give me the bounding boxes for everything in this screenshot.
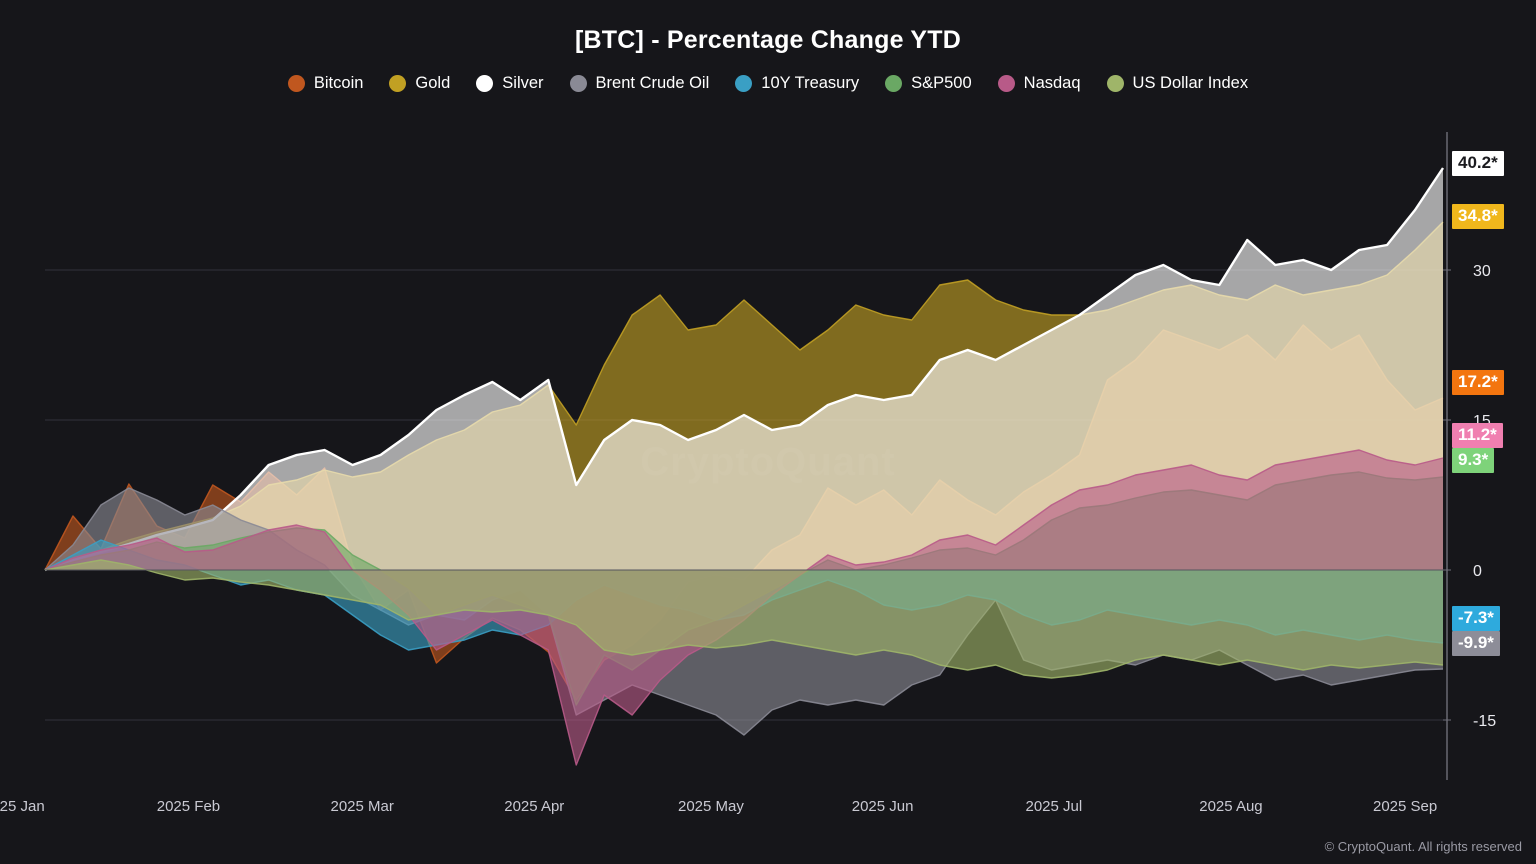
legend-item-bitcoin[interactable]: Bitcoin	[287, 74, 364, 93]
series-line	[44, 559, 1444, 679]
page-title: [BTC] - Percentage Change YTD	[575, 26, 961, 54]
legend-item-gold[interactable]: Gold	[389, 74, 450, 93]
value-badge-brent-crude-oil: -9.9*	[1452, 631, 1500, 656]
legend-item-10y-treasury[interactable]: 10Y Treasury	[735, 74, 859, 93]
legend-swatch-icon	[287, 75, 305, 92]
x-tick-label: 2025 May	[678, 798, 744, 815]
y-tick-label: 30	[1473, 263, 1491, 280]
value-badge-bitcoin: 17.2*	[1452, 370, 1504, 395]
legend-item-brent-crude-oil[interactable]: Brent Crude Oil	[569, 74, 710, 93]
x-tick-label: 2025 Aug	[1199, 798, 1263, 815]
x-tick-label: 2025 Sep	[1373, 798, 1438, 815]
legend-swatch-icon	[885, 75, 903, 92]
legend-swatch-icon	[389, 75, 407, 92]
legend-item-label: US Dollar Index	[1132, 74, 1249, 92]
legend-swatch-icon	[997, 75, 1015, 92]
value-badge-s-p500: 9.3*	[1452, 448, 1495, 473]
x-tick-label: 2025 Jun	[851, 798, 914, 815]
value-badge-nasdaq: 11.2*	[1452, 423, 1503, 448]
legend-item-us-dollar-index[interactable]: US Dollar Index	[1106, 74, 1249, 93]
x-tick-label: 2025 Jul	[1025, 798, 1083, 815]
copyright-notice: © CryptoQuant. All rights reserved	[1324, 839, 1522, 854]
legend-swatch-icon	[476, 75, 494, 92]
legend-item-label: Brent Crude Oil	[595, 74, 710, 92]
x-tick-label: 2025 Apr	[504, 798, 565, 815]
series-silver	[44, 167, 1444, 572]
legend-item-label: Nasdaq	[1023, 74, 1081, 92]
legend-item-s-p500[interactable]: S&P500	[885, 74, 972, 93]
value-badge-silver: 40.2*	[1452, 151, 1504, 176]
legend-item-label: Bitcoin	[313, 74, 364, 92]
value-badge-gold: 34.8*	[1452, 204, 1504, 229]
legend-swatch-icon	[1106, 75, 1124, 92]
chart-legend: Bitcoin Gold Silver Brent Crude Oil 10Y Trea…	[0, 74, 1536, 93]
x-axis: 2025 Jan 2025 Feb 2025 Mar 2025 Apr 2025 May…	[0, 798, 1536, 824]
y-tick-label: -15	[1473, 713, 1496, 730]
legend-item-nasdaq[interactable]: Nasdaq	[997, 74, 1081, 93]
y-tick-label: 0	[1473, 563, 1482, 580]
legend-item-label: Silver	[502, 74, 544, 92]
legend-item-label: S&P500	[911, 74, 972, 92]
value-badge-10y-treasury: -7.3*	[1452, 606, 1500, 631]
series-area	[45, 168, 1443, 570]
series-us-dollar-index	[44, 559, 1444, 679]
legend-item-label: Gold	[415, 74, 451, 92]
x-tick-label: 2025 Jan	[0, 798, 45, 815]
legend-swatch-icon	[569, 75, 587, 92]
x-tick-label: 2025 Mar	[330, 798, 394, 815]
x-tick-label: 2025 Feb	[156, 798, 221, 815]
plot-area: 30 15 0 -15	[0, 120, 1536, 790]
legend-item-label: 10Y Treasury	[761, 74, 860, 92]
legend-swatch-icon	[735, 75, 753, 92]
series-line	[44, 167, 1444, 572]
legend-item-silver[interactable]: Silver	[476, 74, 544, 93]
series-area	[45, 560, 1443, 678]
value-badges: 40.2* 34.8* 17.2* 11.2* 9.3* -7.3* -9.9*	[1452, 120, 1536, 800]
